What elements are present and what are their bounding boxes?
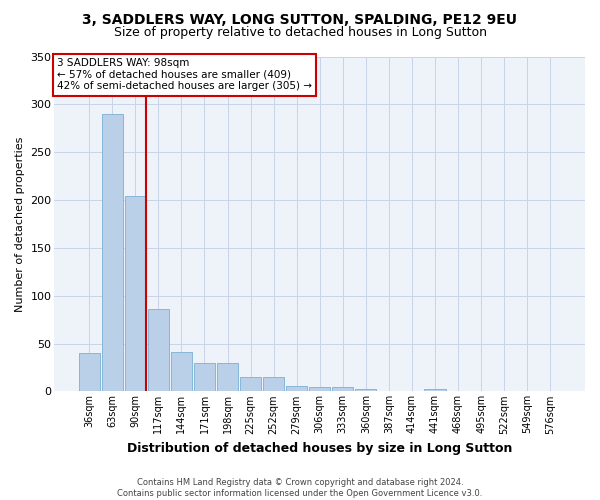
Bar — [101, 114, 123, 392]
X-axis label: Distribution of detached houses by size in Long Sutton: Distribution of detached houses by size … — [127, 442, 512, 455]
Bar — [79, 353, 100, 392]
Text: 3, SADDLERS WAY, LONG SUTTON, SPALDING, PE12 9EU: 3, SADDLERS WAY, LONG SUTTON, SPALDING, … — [83, 12, 517, 26]
Bar — [263, 377, 284, 392]
Bar — [309, 386, 331, 392]
Bar — [286, 386, 307, 392]
Bar — [148, 309, 169, 392]
Bar — [332, 386, 353, 392]
Bar — [194, 362, 215, 392]
Y-axis label: Number of detached properties: Number of detached properties — [15, 136, 25, 312]
Bar — [125, 196, 146, 392]
Bar — [240, 377, 261, 392]
Bar — [217, 362, 238, 392]
Text: Size of property relative to detached houses in Long Sutton: Size of property relative to detached ho… — [113, 26, 487, 39]
Bar — [171, 352, 192, 392]
Bar — [355, 388, 376, 392]
Text: Contains HM Land Registry data © Crown copyright and database right 2024.
Contai: Contains HM Land Registry data © Crown c… — [118, 478, 482, 498]
Bar — [424, 388, 446, 392]
Text: 3 SADDLERS WAY: 98sqm
← 57% of detached houses are smaller (409)
42% of semi-det: 3 SADDLERS WAY: 98sqm ← 57% of detached … — [57, 58, 312, 92]
